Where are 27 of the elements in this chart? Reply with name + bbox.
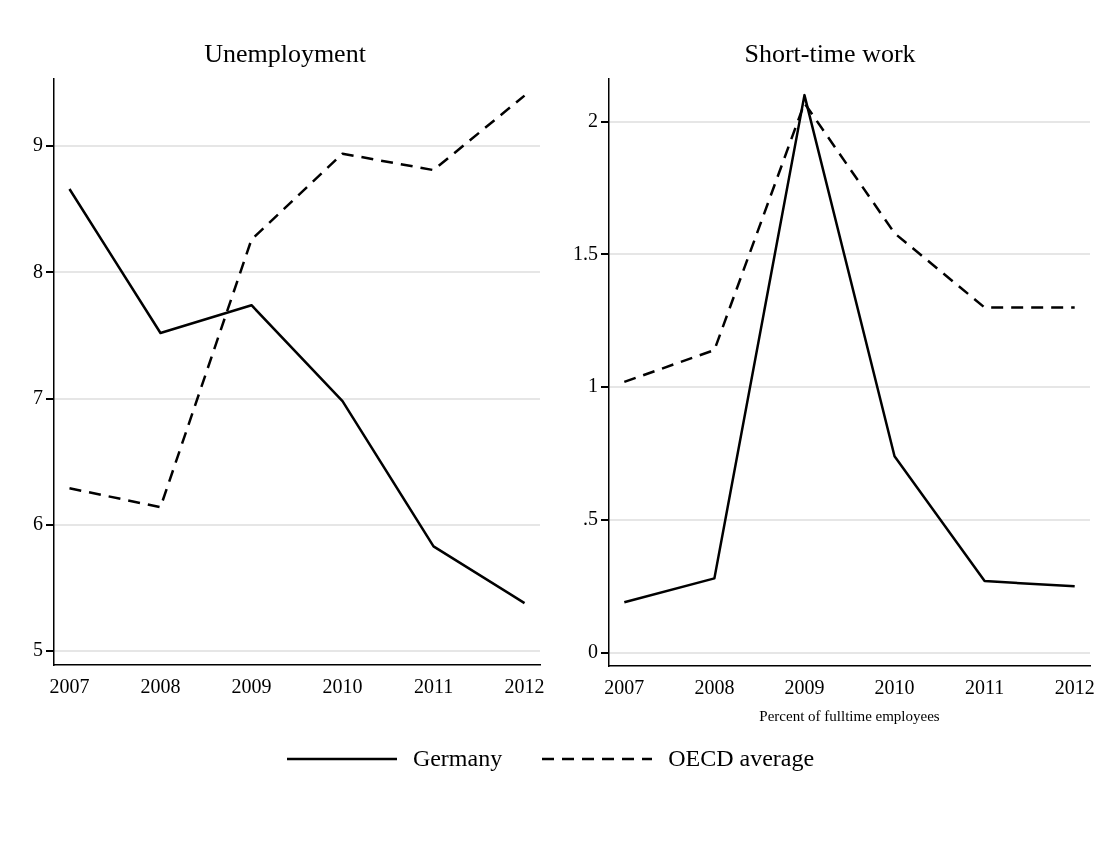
x-tick-label: 2009 (231, 675, 272, 698)
y-tick-label: 8 (33, 259, 43, 282)
y-tick-label: 2 (588, 108, 598, 131)
chart-title: Unemployment (204, 39, 367, 69)
chart-title: Short-time work (744, 39, 916, 69)
y-tick-label: 7 (33, 385, 43, 408)
y-tick-label: 5 (33, 638, 43, 661)
x-tick-label: 2008 (694, 676, 735, 699)
x-tick-label: 2007 (604, 676, 645, 699)
x-axis-title: Percent of fulltime employees (759, 707, 940, 724)
x-tick-label: 2007 (49, 675, 90, 698)
legend-label: Germany (412, 745, 503, 772)
y-tick-label: .5 (583, 507, 598, 530)
x-tick-label: 2012 (1054, 676, 1095, 699)
y-tick-label: 1.5 (573, 241, 598, 264)
x-tick-label: 2010 (322, 675, 363, 698)
x-tick-label: 2008 (140, 675, 181, 698)
legend-label: OECD average (668, 745, 815, 772)
y-tick-label: 6 (33, 512, 43, 535)
x-tick-label: 2009 (784, 676, 825, 699)
y-tick-label: 1 (588, 374, 598, 397)
x-tick-label: 2011 (413, 675, 454, 698)
x-tick-label: 2010 (874, 676, 915, 699)
y-tick-label: 0 (588, 639, 598, 662)
x-tick-label: 2011 (964, 676, 1005, 699)
x-tick-label: 2012 (504, 675, 545, 698)
y-tick-label: 9 (33, 133, 43, 156)
